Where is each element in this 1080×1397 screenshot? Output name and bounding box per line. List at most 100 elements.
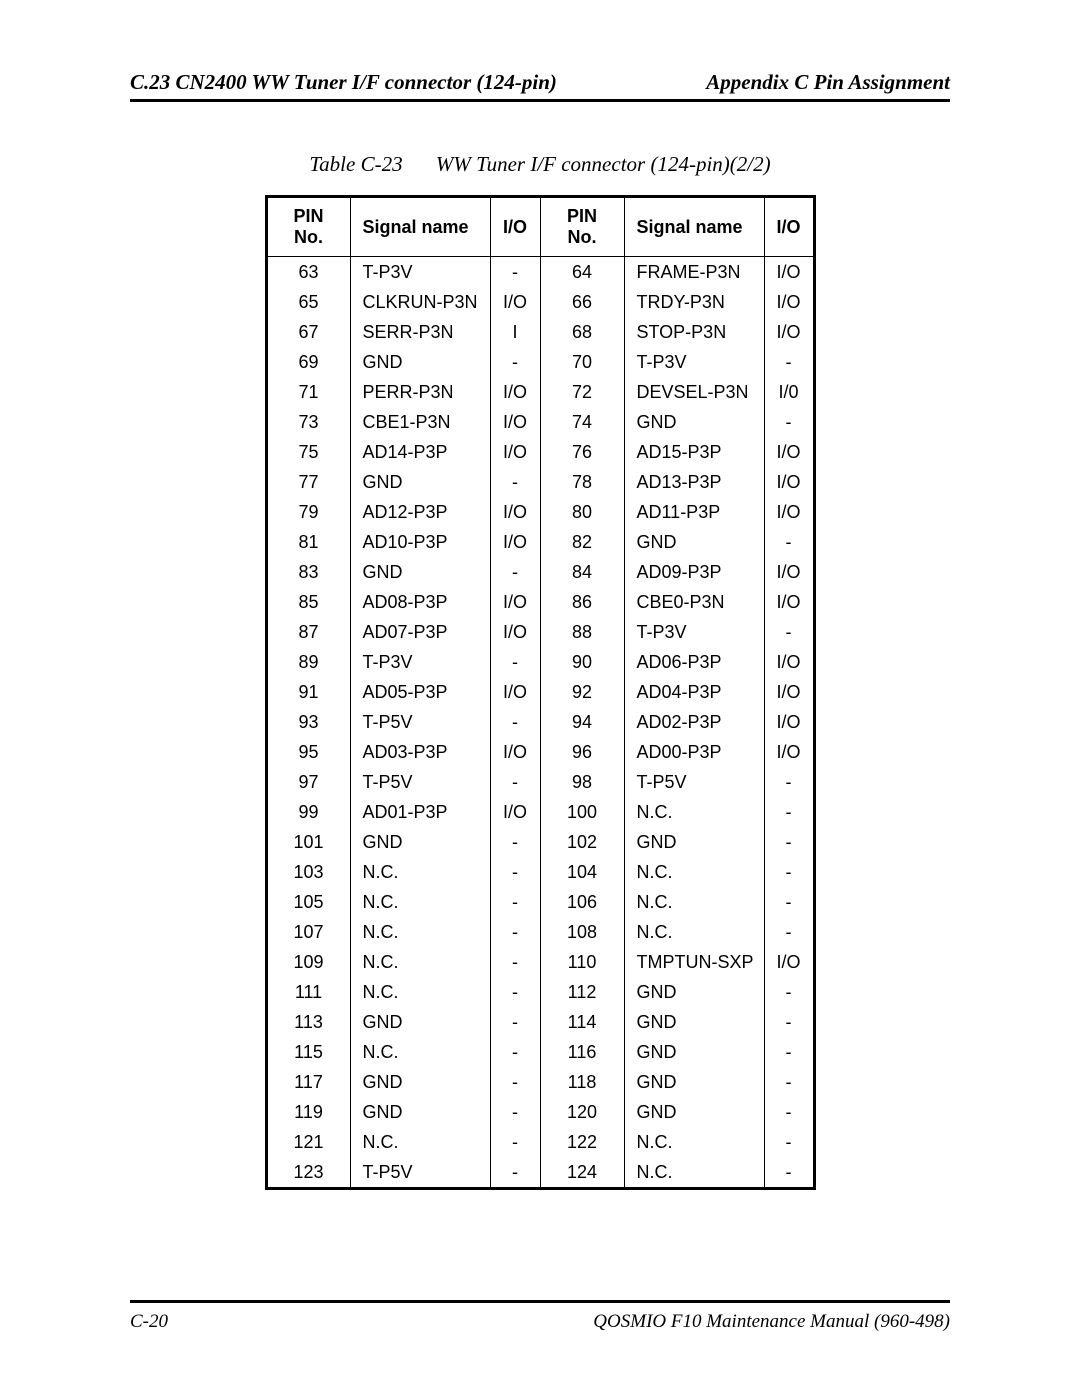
table-cell: - — [764, 1127, 814, 1157]
table-row: 67SERR-P3NI68STOP-P3NI/O — [266, 317, 814, 347]
table-cell: - — [490, 1097, 540, 1127]
table-cell: 113 — [266, 1007, 350, 1037]
table-cell: 81 — [266, 527, 350, 557]
table-row: 109N.C.-110TMPTUN-SXPI/O — [266, 947, 814, 977]
table-cell: 118 — [540, 1067, 624, 1097]
table-cell: - — [490, 977, 540, 1007]
table-cell: 102 — [540, 827, 624, 857]
table-cell: AD12-P3P — [350, 497, 490, 527]
table-cell: - — [764, 857, 814, 887]
col-header-pin-right: PIN No. — [540, 197, 624, 257]
table-cell: 70 — [540, 347, 624, 377]
table-cell: 93 — [266, 707, 350, 737]
table-cell: 69 — [266, 347, 350, 377]
table-cell: 68 — [540, 317, 624, 347]
table-cell: N.C. — [624, 857, 764, 887]
header-left: C.23 CN2400 WW Tuner I/F connector (124-… — [130, 70, 557, 95]
table-cell: 86 — [540, 587, 624, 617]
table-cell: - — [764, 1007, 814, 1037]
table-cell: 100 — [540, 797, 624, 827]
table-cell: 104 — [540, 857, 624, 887]
table-cell: 77 — [266, 467, 350, 497]
table-cell: AD05-P3P — [350, 677, 490, 707]
table-cell: I/O — [764, 737, 814, 767]
table-cell: GND — [624, 407, 764, 437]
table-cell: - — [490, 257, 540, 288]
table-row: 107N.C.-108N.C.- — [266, 917, 814, 947]
table-row: 111N.C.-112GND- — [266, 977, 814, 1007]
table-cell: - — [490, 887, 540, 917]
table-cell: - — [764, 527, 814, 557]
table-cell: GND — [624, 977, 764, 1007]
table-cell: N.C. — [624, 797, 764, 827]
footer-manual-title: QOSMIO F10 Maintenance Manual (960-498) — [593, 1311, 950, 1333]
table-cell: AD11-P3P — [624, 497, 764, 527]
table-cell: 116 — [540, 1037, 624, 1067]
table-cell: - — [490, 767, 540, 797]
table-cell: 109 — [266, 947, 350, 977]
table-row: 105N.C.-106N.C.- — [266, 887, 814, 917]
table-cell: AD10-P3P — [350, 527, 490, 557]
table-cell: N.C. — [350, 947, 490, 977]
table-cell: I/O — [490, 587, 540, 617]
table-cell: T-P5V — [624, 767, 764, 797]
table-row: 87AD07-P3PI/O88T-P3V- — [266, 617, 814, 647]
table-cell: 65 — [266, 287, 350, 317]
table-cell: I/O — [490, 437, 540, 467]
table-cell: STOP-P3N — [624, 317, 764, 347]
table-cell: - — [490, 857, 540, 887]
table-cell: 98 — [540, 767, 624, 797]
table-cell: - — [764, 887, 814, 917]
table-cell: 82 — [540, 527, 624, 557]
table-cell: GND — [350, 827, 490, 857]
table-row: 69GND-70T-P3V- — [266, 347, 814, 377]
table-cell: - — [490, 1037, 540, 1067]
table-cell: I/O — [764, 677, 814, 707]
table-cell: 123 — [266, 1157, 350, 1189]
table-cell: 96 — [540, 737, 624, 767]
table-cell: SERR-P3N — [350, 317, 490, 347]
table-cell: - — [490, 707, 540, 737]
table-cell: I/O — [490, 407, 540, 437]
table-row: 79AD12-P3PI/O80AD11-P3PI/O — [266, 497, 814, 527]
table-cell: I/0 — [764, 377, 814, 407]
table-body: 63T-P3V-64FRAME-P3NI/O65CLKRUN-P3NI/O66T… — [266, 257, 814, 1189]
table-cell: 80 — [540, 497, 624, 527]
table-cell: 112 — [540, 977, 624, 1007]
table-cell: N.C. — [624, 1157, 764, 1189]
table-cell: TRDY-P3N — [624, 287, 764, 317]
table-cell: - — [490, 1067, 540, 1097]
table-cell: 106 — [540, 887, 624, 917]
table-row: 75AD14-P3PI/O76AD15-P3PI/O — [266, 437, 814, 467]
table-cell: I/O — [764, 947, 814, 977]
table-cell: GND — [624, 827, 764, 857]
table-row: 117GND-118GND- — [266, 1067, 814, 1097]
table-cell: T-P3V — [624, 617, 764, 647]
table-cell: - — [490, 1127, 540, 1157]
table-cell: 120 — [540, 1097, 624, 1127]
table-cell: GND — [624, 1067, 764, 1097]
table-cell: AD14-P3P — [350, 437, 490, 467]
table-cell: - — [490, 827, 540, 857]
table-cell: 115 — [266, 1037, 350, 1067]
table-cell: - — [764, 977, 814, 1007]
table-cell: 97 — [266, 767, 350, 797]
table-cell: AD13-P3P — [624, 467, 764, 497]
table-cell: 107 — [266, 917, 350, 947]
table-cell: 121 — [266, 1127, 350, 1157]
table-row: 91AD05-P3PI/O92AD04-P3PI/O — [266, 677, 814, 707]
table-cell: I/O — [764, 437, 814, 467]
table-cell: TMPTUN-SXP — [624, 947, 764, 977]
table-row: 93T-P5V-94AD02-P3PI/O — [266, 707, 814, 737]
table-cell: AD03-P3P — [350, 737, 490, 767]
table-cell: I/O — [490, 677, 540, 707]
table-cell: 111 — [266, 977, 350, 1007]
table-cell: 85 — [266, 587, 350, 617]
table-row: 81AD10-P3PI/O82GND- — [266, 527, 814, 557]
table-cell: GND — [350, 347, 490, 377]
table-cell: 64 — [540, 257, 624, 288]
table-cell: 99 — [266, 797, 350, 827]
table-cell: AD08-P3P — [350, 587, 490, 617]
col-header-io-left: I/O — [490, 197, 540, 257]
table-cell: I/O — [490, 797, 540, 827]
